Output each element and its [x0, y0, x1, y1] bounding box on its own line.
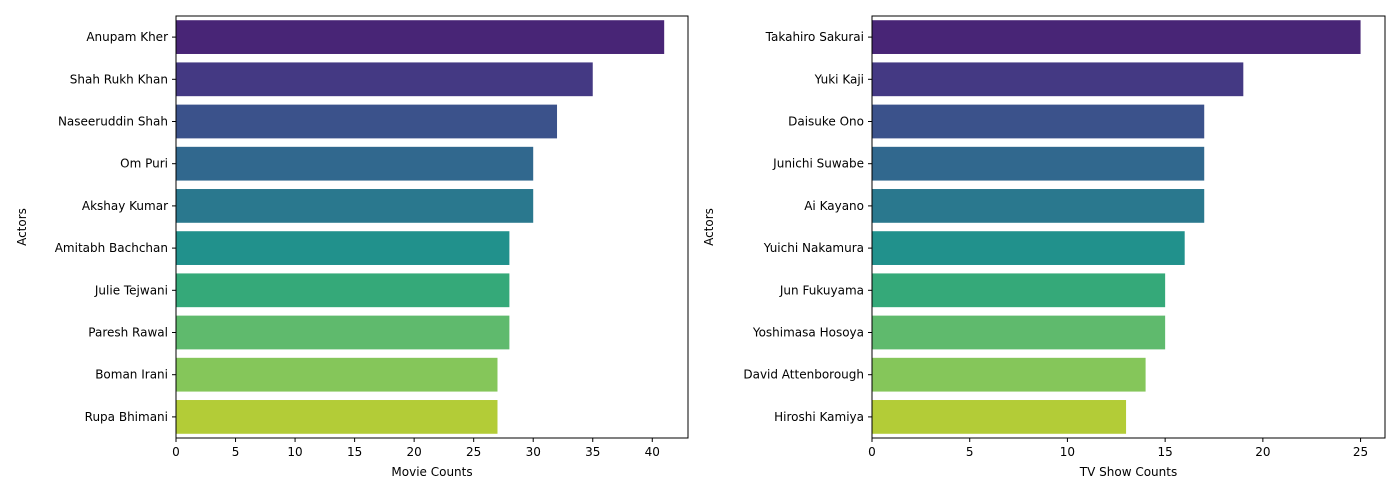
y-tick-label: Hiroshi Kamiya: [774, 410, 864, 424]
bar: [176, 104, 558, 139]
bar: [872, 400, 1127, 434]
x-tick-label: 30: [526, 445, 541, 459]
y-tick-label: Yuki Kaji: [814, 72, 864, 86]
y-tick-label: David Attenborough: [743, 368, 864, 382]
y-tick-label: Akshay Kumar: [82, 199, 168, 213]
bar: [176, 315, 510, 350]
x-tick-label: 40: [645, 445, 660, 459]
x-tick-label: 15: [1158, 445, 1173, 459]
x-tick-label: 10: [287, 445, 302, 459]
bar: [872, 20, 1361, 54]
x-tick-label: 35: [585, 445, 600, 459]
x-axis-label: Movie Counts: [391, 465, 472, 479]
x-tick-label: 15: [347, 445, 362, 459]
bar: [872, 273, 1166, 308]
y-axis-label: Actors: [15, 208, 29, 246]
bar: [176, 146, 534, 181]
plot-frame: [871, 15, 1386, 439]
x-tick-label: 10: [1060, 445, 1075, 459]
y-tick-label: Anupam Kher: [86, 30, 168, 44]
y-tick-label: Yuichi Nakamura: [763, 241, 864, 255]
y-tick-label: Om Puri: [120, 157, 168, 171]
bar: [176, 273, 510, 308]
y-tick-label: Amitabh Bachchan: [55, 241, 168, 255]
y-axis-label: Actors: [702, 208, 716, 246]
y-tick-label: Naseeruddin Shah: [58, 115, 168, 129]
bar: [872, 315, 1166, 350]
y-tick-label: Shah Rukh Khan: [70, 72, 168, 86]
x-tick-label: 5: [232, 445, 240, 459]
y-tick-label: Jun Fukuyama: [779, 283, 864, 297]
y-tick-label: Ai Kayano: [804, 199, 864, 213]
bar: [176, 189, 534, 223]
bar: [176, 231, 510, 265]
bar: [872, 62, 1244, 97]
bar: [872, 146, 1205, 181]
y-tick-label: Paresh Rawal: [88, 326, 168, 340]
y-tick-label: Junichi Suwabe: [772, 157, 864, 171]
bar: [872, 104, 1205, 139]
x-tick-label: 25: [1353, 445, 1368, 459]
bar: [176, 357, 498, 392]
bar: [176, 62, 593, 97]
plot-frame: [175, 15, 689, 439]
x-tick-label: 0: [868, 445, 876, 459]
y-tick-label: Yoshimasa Hosoya: [752, 326, 864, 340]
y-tick-label: Julie Tejwani: [94, 283, 168, 297]
bar: [872, 357, 1146, 392]
y-tick-label: Boman Irani: [95, 368, 168, 382]
bar: [872, 189, 1205, 223]
x-tick-label: 20: [406, 445, 421, 459]
y-tick-label: Rupa Bhimani: [85, 410, 168, 424]
x-tick-label: 0: [172, 445, 180, 459]
y-tick-label: Takahiro Sakurai: [765, 30, 864, 44]
x-tick-label: 20: [1255, 445, 1270, 459]
bar: [872, 231, 1185, 265]
bar: [176, 400, 498, 434]
x-tick-label: 5: [966, 445, 974, 459]
y-tick-label: Daisuke Ono: [788, 115, 864, 129]
bar: [176, 20, 665, 54]
x-tick-label: 25: [466, 445, 481, 459]
movie-counts-chart: Anupam Kher Shah Rukh Khan Naseeruddin Sha…: [15, 15, 689, 479]
x-axis-label: TV Show Counts: [1079, 465, 1177, 479]
tv-show-counts-chart: Takahiro Sakurai Yuki Kaji Daisuke Ono Juni…: [702, 15, 1386, 479]
